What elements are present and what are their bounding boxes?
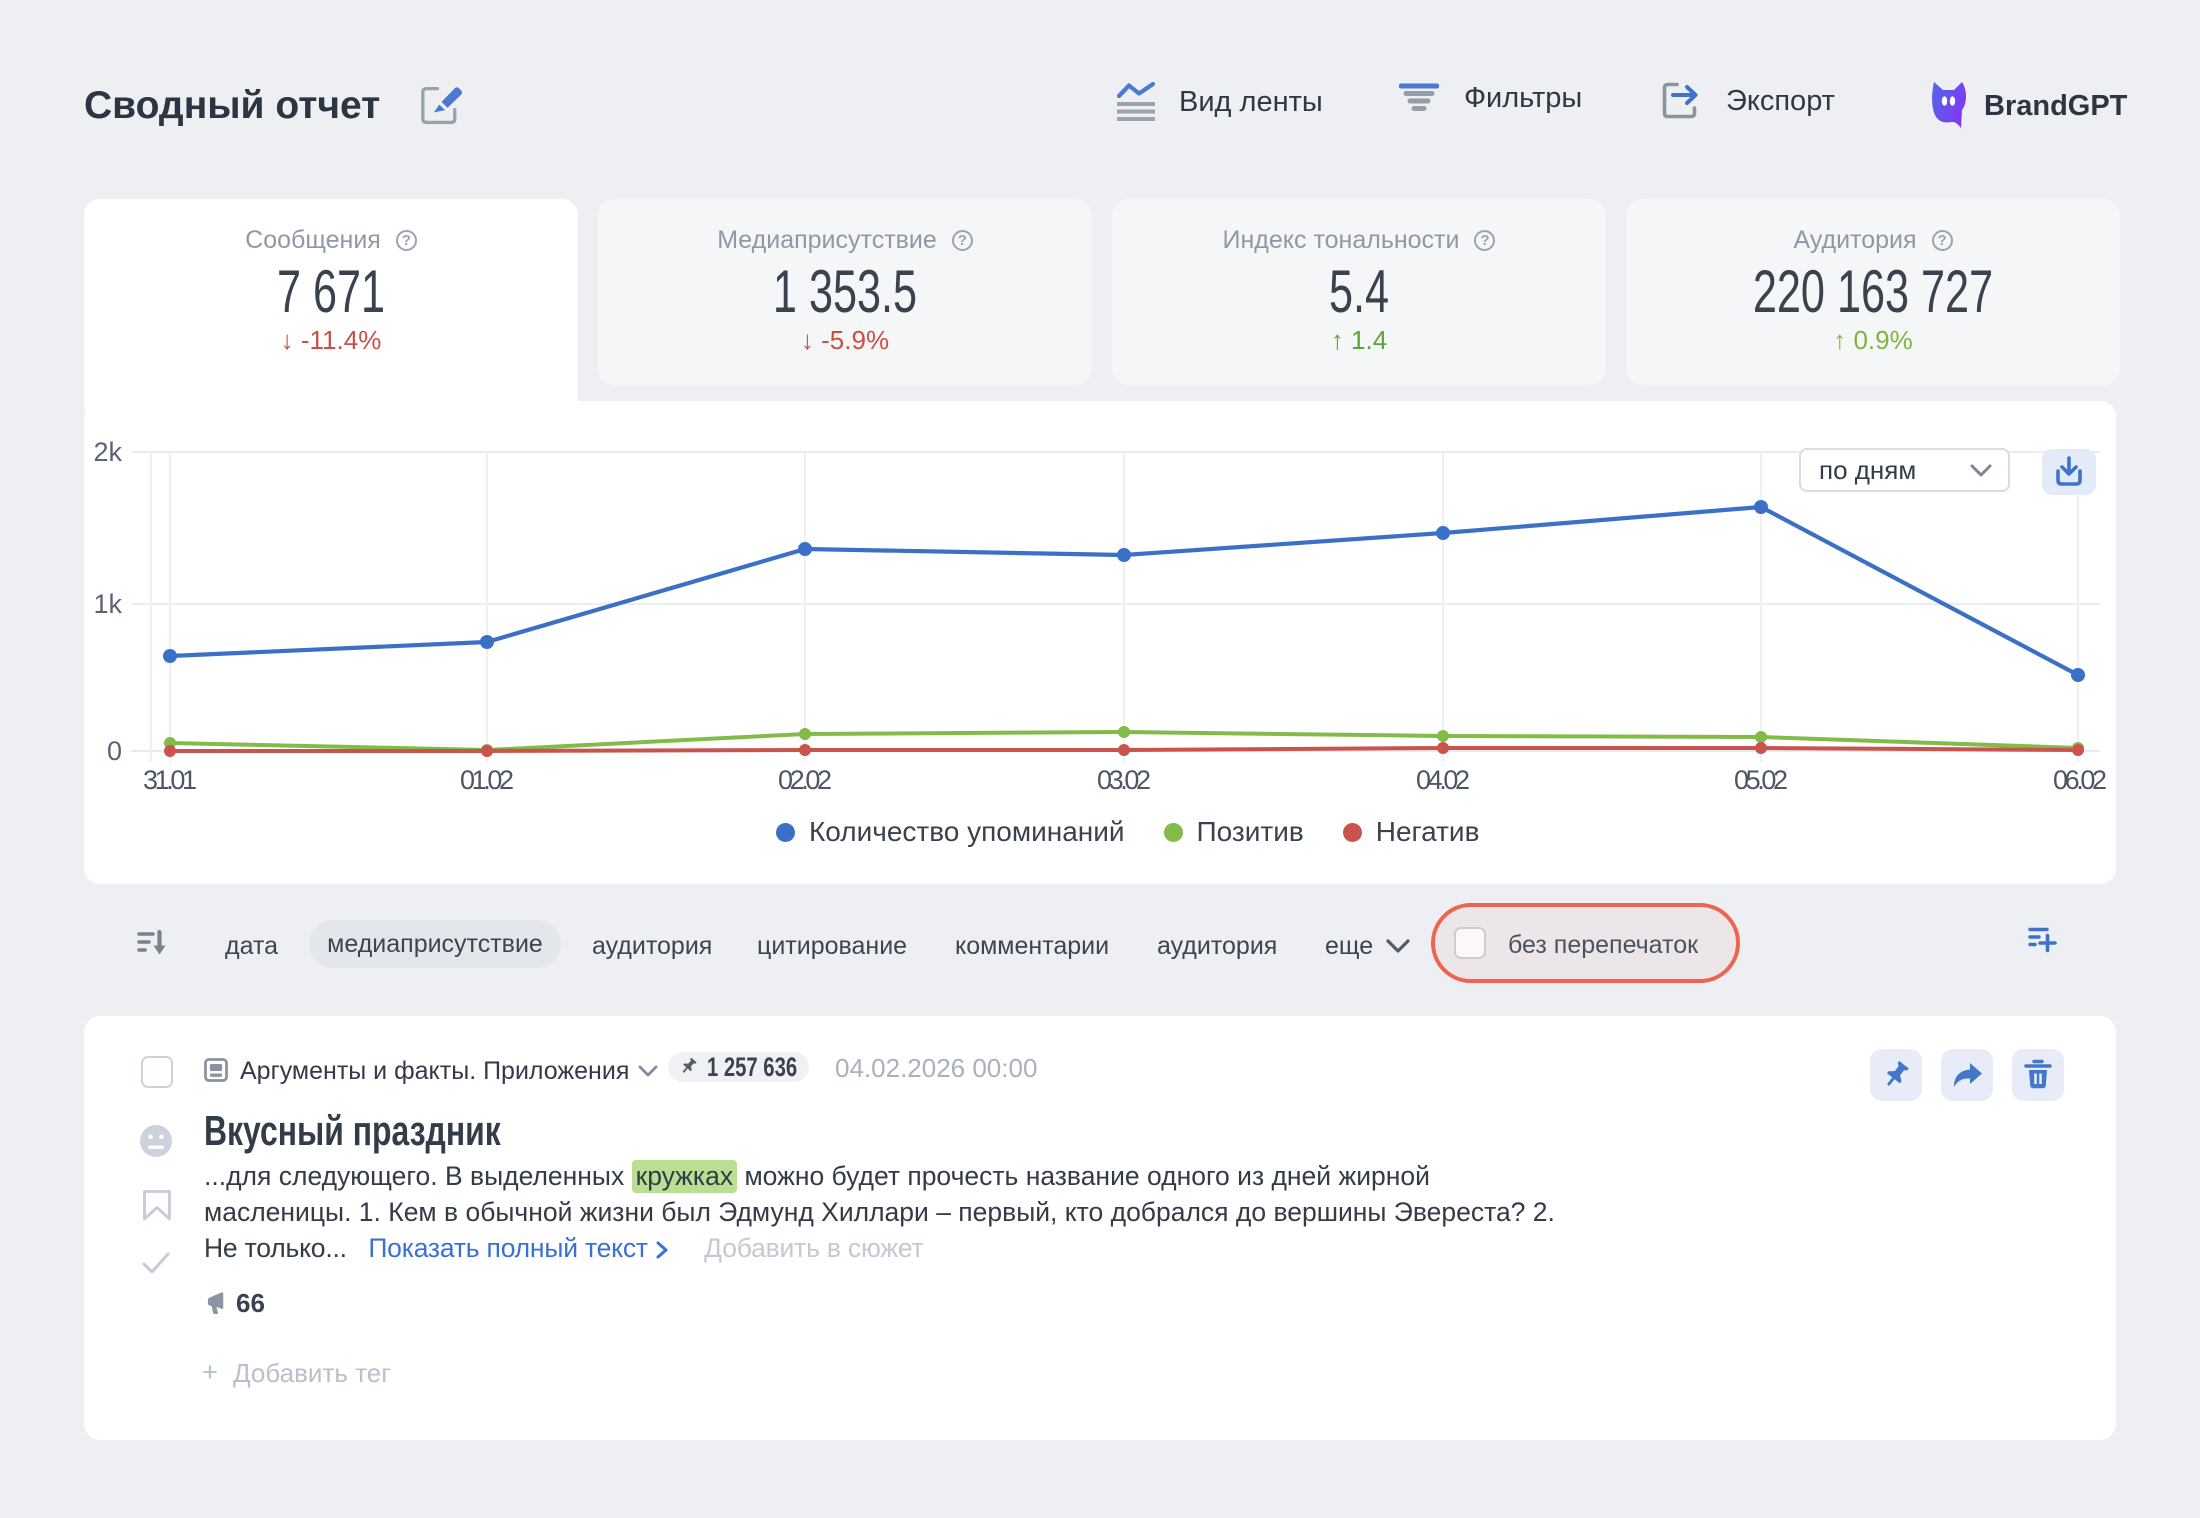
svg-text:01.02: 01.02 xyxy=(460,765,514,795)
svg-text:03.02: 03.02 xyxy=(1097,765,1151,795)
svg-text:1k: 1k xyxy=(93,589,122,619)
svg-text:0: 0 xyxy=(107,736,122,766)
svg-text:31.01: 31.01 xyxy=(143,765,197,795)
svg-text:2k: 2k xyxy=(93,437,122,467)
svg-text:06.02: 06.02 xyxy=(2053,765,2107,795)
svg-text:04.02: 04.02 xyxy=(1416,765,1470,795)
svg-text:02.02: 02.02 xyxy=(778,765,832,795)
svg-text:05.02: 05.02 xyxy=(1734,765,1788,795)
